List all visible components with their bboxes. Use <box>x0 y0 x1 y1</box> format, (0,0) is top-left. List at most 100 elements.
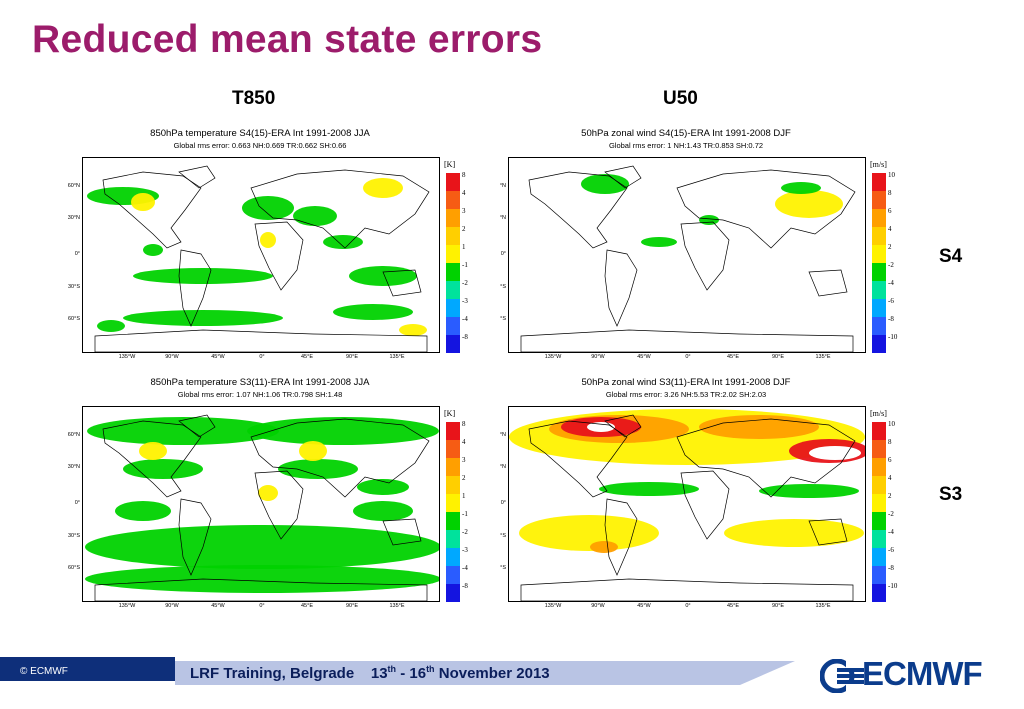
coastline <box>102 420 202 498</box>
plot-title: 850hPa temperature S4(15)-ERA Int 1991-2… <box>150 128 370 139</box>
coastline <box>676 418 856 498</box>
coastline <box>528 420 628 498</box>
colorbar-swatch <box>872 263 886 281</box>
footer-event-text: LRF Training, Belgrade 13th - 16th Novem… <box>190 664 550 682</box>
lon-label: 135°W <box>118 354 136 360</box>
coastline <box>178 165 216 189</box>
lon-label: 90°W <box>165 603 179 609</box>
coastline <box>250 169 430 249</box>
footer-bar <box>0 657 1024 709</box>
coastline <box>676 169 856 249</box>
lon-label: 90°E <box>772 354 784 360</box>
colorbar-unit: [K] <box>444 160 456 169</box>
plot-title: 850hPa temperature S3(11)-ERA Int 1991-2… <box>150 377 370 388</box>
anomaly-shading <box>349 266 417 286</box>
lon-label: 90°W <box>165 354 179 360</box>
lon-label: 135°E <box>815 354 831 360</box>
coastline <box>604 249 638 327</box>
colorbar-tick: 6 <box>888 456 892 464</box>
lat-label: 0° <box>74 500 80 506</box>
colorbar-tick: -3 <box>462 546 468 554</box>
colorbar-swatch <box>446 422 460 440</box>
colorbar-swatch <box>446 476 460 494</box>
lon-label: 45°W <box>637 354 651 360</box>
map-svg <box>85 414 439 601</box>
colorbar-tick: 3 <box>462 456 466 464</box>
coastline <box>604 165 642 189</box>
colorbar-swatch <box>446 566 460 584</box>
anomaly-shading <box>278 459 358 479</box>
anomaly-shading <box>258 485 278 501</box>
colorbar-unit: [m/s] <box>870 409 887 418</box>
colorbar-tick: 6 <box>888 207 892 215</box>
colorbar-tick: 8 <box>888 438 892 446</box>
anomaly-shading <box>333 304 413 320</box>
column-head-u50: U50 <box>663 88 698 109</box>
colorbar-tick: 2 <box>462 225 466 233</box>
colorbar-swatch <box>872 422 886 440</box>
anomaly-shading <box>242 196 294 220</box>
colorbar-tick: -8 <box>888 564 894 572</box>
colorbar-tick: -1 <box>462 510 468 518</box>
coastline <box>604 414 642 438</box>
colorbar-tick: 4 <box>888 225 892 233</box>
anomaly-shading <box>85 565 439 593</box>
lon-label: 0° <box>685 603 691 609</box>
colorbar-tick: -8 <box>462 333 468 341</box>
lat-label: °S <box>500 533 506 539</box>
coastline <box>808 269 848 297</box>
lon-label: 45°E <box>301 603 313 609</box>
ecmwf-logo-icon <box>820 659 864 693</box>
colorbar-swatch <box>446 458 460 476</box>
colorbar-swatch <box>446 299 460 317</box>
lon-label: 0° <box>259 603 265 609</box>
map-svg <box>87 165 430 352</box>
coastline <box>680 221 730 291</box>
coastline <box>680 470 730 540</box>
footer-copyright: © ECMWF <box>20 666 68 677</box>
anomaly-shading <box>699 215 719 225</box>
colorbar-tick: -4 <box>888 279 894 287</box>
anomaly-shading <box>293 206 337 226</box>
plot-subtitle: Global rms error: 3.26 NH:5.53 TR:2.02 S… <box>605 390 767 399</box>
colorbar-tick: -6 <box>888 546 894 554</box>
colorbar-swatch <box>446 335 460 353</box>
anomaly-shading <box>641 237 677 247</box>
anomaly-shading <box>363 178 403 198</box>
colorbar-swatch <box>446 281 460 299</box>
colorbar-swatch <box>872 566 886 584</box>
footer-sup2: th <box>426 664 435 674</box>
anomaly-shading <box>587 422 615 432</box>
colorbar-swatch <box>872 209 886 227</box>
colorbar-tick: -8 <box>462 582 468 590</box>
colorbar-tick: -10 <box>888 333 898 341</box>
ecmwf-logo-text: ECMWF <box>862 655 983 692</box>
anomaly-shading <box>85 525 439 569</box>
colorbar-tick: -1 <box>462 261 468 269</box>
anomaly-shading <box>759 484 859 498</box>
anomaly-shading <box>97 320 125 332</box>
colorbar-tick: 4 <box>462 189 466 197</box>
colorbar-tick: -8 <box>888 315 894 323</box>
colorbar-tick: 2 <box>888 492 892 500</box>
colorbar-swatch <box>872 476 886 494</box>
lat-label: 30°N <box>67 215 80 221</box>
coastline <box>520 578 854 601</box>
colorbar-swatch <box>872 245 886 263</box>
map-panel-t850-s3: 850hPa temperature S3(11)-ERA Int 1991-2… <box>60 377 480 622</box>
colorbar-tick: 8 <box>888 189 892 197</box>
footer-sup1: th <box>387 664 397 674</box>
anomaly-shading <box>131 193 155 211</box>
plot-title: 50hPa zonal wind S3(11)-ERA Int 1991-200… <box>581 377 791 388</box>
colorbar-tick: 2 <box>462 474 466 482</box>
lon-label: 90°E <box>772 603 784 609</box>
lat-label: 30°N <box>67 464 80 470</box>
plot-subtitle: Global rms error: 0.663 NH:0.669 TR:0.66… <box>173 141 347 150</box>
colorbar-tick: 4 <box>462 438 466 446</box>
coastline <box>528 171 628 249</box>
coastline <box>102 171 202 249</box>
colorbar-swatch <box>446 440 460 458</box>
colorbar-swatch <box>872 548 886 566</box>
colorbar-swatch <box>872 281 886 299</box>
colorbar-swatch <box>446 317 460 335</box>
